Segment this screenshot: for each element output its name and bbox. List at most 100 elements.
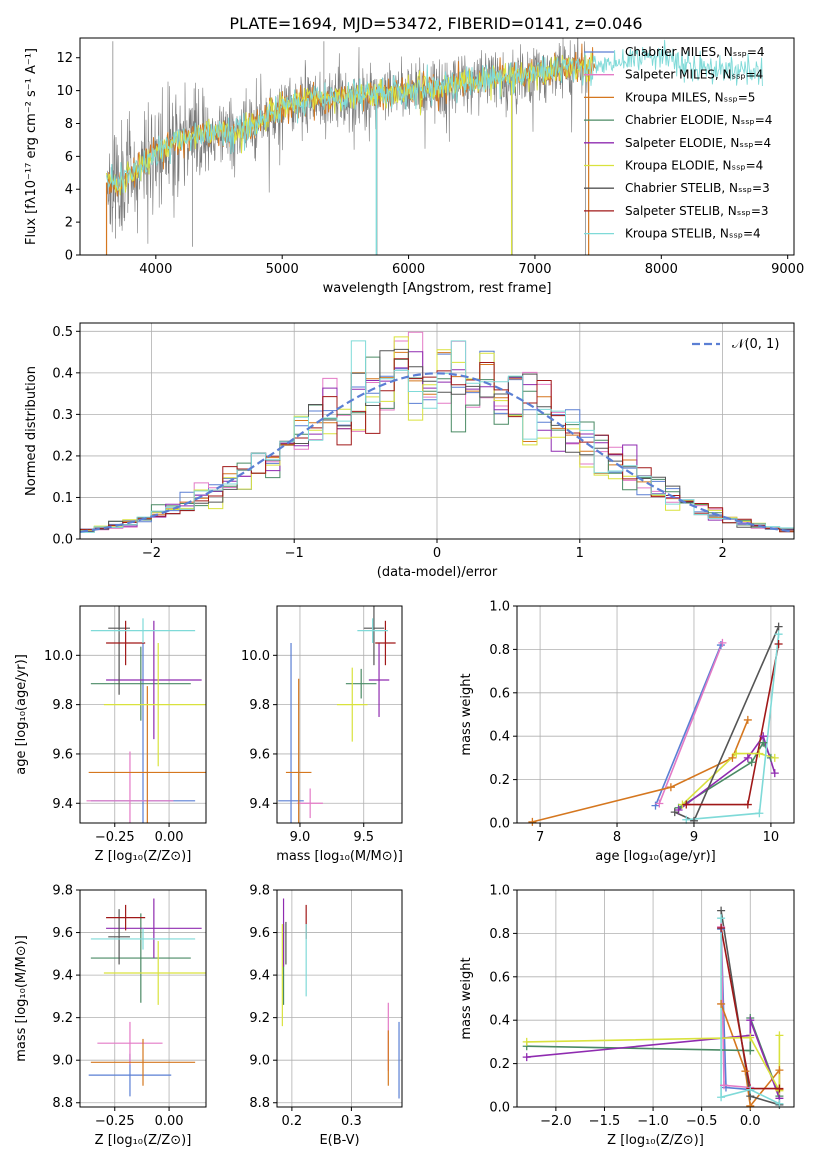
plus-marker — [655, 799, 664, 808]
x-tick-label: 8000 — [645, 262, 678, 277]
histogram-step-line — [80, 336, 794, 532]
errorbar-point — [278, 642, 304, 823]
y-tick-label: 2 — [65, 216, 73, 231]
x-axis-label: age [log₁₀(age/yr)] — [595, 849, 716, 864]
y-axis-label: mass [log₁₀(M/M⊙)] — [14, 935, 29, 1062]
legend-entry: Kroupa ELODIE, Nₛₛₚ=4 — [625, 159, 763, 173]
plus-marker — [775, 1084, 784, 1093]
legend-entry: Salpeter STELIB, Nₛₛₚ=3 — [625, 204, 769, 218]
errorbar-point — [106, 620, 202, 740]
y-tick-label: 0.2 — [489, 1057, 510, 1072]
y-tick-label: 10.0 — [44, 649, 73, 664]
axes-frame — [79, 889, 207, 1108]
errorbar-point — [90, 618, 196, 643]
plus-marker — [747, 758, 756, 767]
y-axis-label: Normed distribution — [24, 366, 39, 496]
axes-frame — [79, 322, 795, 540]
legend-entry: Salpeter MILES, Nₛₛₚ=4 — [625, 68, 763, 82]
x-tick-label: 9.5 — [353, 830, 374, 845]
x-tick-label: −2.0 — [540, 1114, 572, 1129]
y-tick-label: 0.1 — [52, 491, 73, 506]
plot-area — [277, 606, 402, 823]
errorbar-point — [106, 898, 202, 959]
y-tick-label: 0.8 — [489, 643, 510, 658]
x-tick-label: 8 — [613, 830, 621, 845]
mass-weight-line — [526, 1019, 781, 1099]
errorbar-point — [88, 686, 206, 823]
panel-age-vs-Z: −0.25 0.00 9.4 9.6 9.8 10.0 Z [log₁₀(Z/Z⊙)] age… — [14, 605, 207, 864]
plus-marker — [743, 715, 752, 724]
y-tick-label: 0.0 — [489, 817, 510, 832]
plus-marker — [741, 1067, 750, 1076]
errorbar-point — [375, 620, 396, 666]
y-tick-label: 9.0 — [249, 1054, 270, 1069]
figure-title: PLATE=1694, MJD=53472, FIBERID=0141, z=0… — [229, 14, 642, 33]
panel-mass-weight-vs-Z: −2.0 −1.5 −1.0 −0.5 0.0 0.0 0.2 0.4 0.6 0.8 1.0 Z [… — [459, 884, 795, 1148]
mass-weight-line — [526, 1035, 781, 1092]
plus-marker — [717, 999, 726, 1008]
x-tick-label: 0.3 — [341, 1114, 362, 1129]
x-tick-label: −0.5 — [686, 1114, 718, 1129]
y-tick-label: 9.8 — [249, 884, 270, 899]
plus-marker — [746, 1033, 755, 1042]
errorbar-point — [368, 642, 390, 717]
y-tick-label: 9.6 — [249, 747, 270, 762]
plot-area — [277, 890, 402, 1107]
plus-marker — [775, 1031, 784, 1040]
y-axis-label: mass weight — [459, 673, 474, 755]
plus-marker — [718, 638, 727, 647]
mass-weight-line — [654, 644, 722, 806]
x-tick-label: 5000 — [266, 262, 299, 277]
plot-area — [517, 606, 794, 823]
y-tick-label: 0.4 — [489, 1014, 510, 1029]
plus-marker — [743, 753, 752, 762]
legend-entry: Chabrier STELIB, Nₛₛₚ=3 — [625, 181, 770, 195]
mass-weight-line — [686, 634, 780, 821]
plot-area — [517, 890, 794, 1107]
y-tick-label: 9.0 — [52, 1054, 73, 1069]
errorbar-point — [108, 909, 130, 965]
mass-weight-line — [678, 734, 776, 811]
plus-marker — [746, 1101, 755, 1110]
plus-marker — [774, 639, 783, 648]
x-tick-label: −1.5 — [589, 1114, 621, 1129]
y-tick-label: 8 — [65, 117, 73, 132]
x-axis-label: E(B-V) — [319, 1133, 359, 1148]
plus-marker — [759, 732, 768, 741]
y-tick-label: 9.6 — [249, 926, 270, 941]
errorbar-point — [336, 667, 368, 742]
y-tick-label: 0.2 — [489, 773, 510, 788]
y-tick-label: 9.6 — [52, 926, 73, 941]
y-tick-label: 9.4 — [52, 797, 73, 812]
axes-frame — [276, 889, 403, 1108]
errorbar-point — [345, 668, 377, 699]
x-tick-label: 0.0 — [740, 1114, 761, 1129]
plus-marker — [746, 1046, 755, 1055]
x-tick-label: −0.25 — [95, 830, 135, 845]
histogram-step-line — [80, 340, 794, 533]
mass-weight-line — [658, 642, 724, 804]
legend-entry: Chabrier MILES, Nₛₛₚ=4 — [625, 45, 765, 59]
x-tick-label: 7 — [536, 830, 544, 845]
x-axis-label: Z [log₁₀(Z/Z⊙)] — [95, 849, 192, 864]
plus-marker — [682, 815, 691, 824]
x-tick-label: 7000 — [518, 262, 551, 277]
y-tick-label: 0 — [65, 249, 73, 264]
plus-marker — [770, 769, 779, 778]
x-tick-label: 6000 — [392, 262, 425, 277]
y-tick-label: 9.8 — [249, 698, 270, 713]
x-axis-label: mass [log₁₀(M/M⊙)] — [276, 849, 403, 864]
y-tick-label: 1.0 — [489, 600, 510, 615]
y-axis-label: age [log₁₀(age/yr)] — [14, 654, 29, 775]
errorbar-point — [297, 788, 323, 819]
y-tick-label: 4 — [65, 183, 73, 198]
panel-spectrum: 4000 5000 6000 7000 8000 9000 0 2 4 6 8 10 12 wavelen… — [24, 37, 804, 296]
errorbar-point — [90, 646, 191, 721]
errorbar-point — [103, 941, 206, 1005]
x-tick-label: 0 — [433, 546, 441, 561]
x-tick-label: −1 — [285, 546, 304, 561]
y-tick-label: 0.8 — [489, 927, 510, 942]
errorbar-point — [97, 1021, 163, 1065]
y-tick-label: 10.0 — [241, 649, 270, 664]
errorbar-point — [108, 606, 130, 695]
